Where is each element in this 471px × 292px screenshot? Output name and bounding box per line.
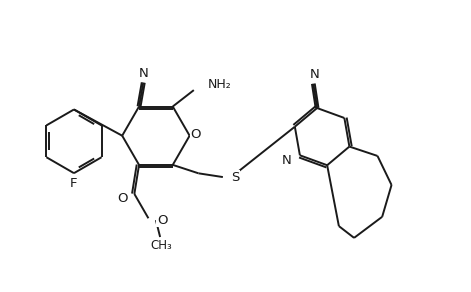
Text: N: N [138,67,148,80]
Text: N: N [309,68,319,81]
Text: O: O [190,128,201,141]
Text: S: S [231,171,240,184]
Text: O: O [117,192,128,205]
Text: N: N [282,154,292,167]
Text: O: O [157,214,167,227]
Text: F: F [70,177,78,190]
Text: CH₃: CH₃ [151,239,172,252]
Text: NH₂: NH₂ [208,78,232,91]
